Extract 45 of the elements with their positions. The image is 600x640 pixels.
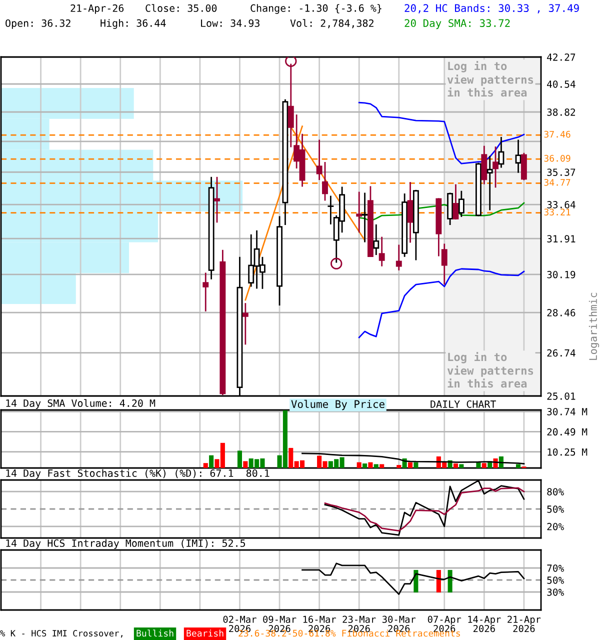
y-tick-label: 40.54 xyxy=(547,80,576,88)
annotation: Log in to view patterns in this area xyxy=(447,352,534,388)
chart-title: 14 Day HCS Intraday Momentum (IMI): 52.5 xyxy=(6,539,246,549)
y-tick-label: 38.82 xyxy=(547,108,575,116)
legend-title: % K - HCS IMI Crossover, xyxy=(0,630,122,638)
text: Vol: 2,784,382 xyxy=(290,19,374,28)
text: 20,2 HC Bands: 30.33 , 37.49 xyxy=(404,4,579,14)
y-tick-label: 80% xyxy=(547,488,564,496)
y-tick-label: 30.74 M xyxy=(547,408,588,416)
y-tick-label: 25.01 xyxy=(547,392,576,400)
text: High: 36.44 xyxy=(100,19,166,29)
ref-line-label: 36.09 xyxy=(544,154,570,162)
text: Close: 35.00 xyxy=(146,4,217,12)
x-tick-label: 21-Apr 2026 xyxy=(508,616,541,632)
y-tick-label: 50% xyxy=(547,576,564,584)
y-tick-label: 30.19 xyxy=(547,270,576,278)
y-tick-label: 28.46 xyxy=(547,309,576,316)
text: Change: -1.30 {-3.6 %} xyxy=(250,4,382,14)
y-tick-label: 50% xyxy=(547,506,564,513)
ref-line-label: 33.21 xyxy=(544,208,570,216)
text: DAILY CHART xyxy=(430,400,496,408)
text: 21-Apr-26 xyxy=(70,4,124,14)
y-tick-label: 31.91 xyxy=(547,235,576,242)
text: 20 Day SMA: 33.72 xyxy=(404,19,510,30)
y-tick-label: 33.64 xyxy=(547,201,576,208)
y-tick-label: 70% xyxy=(547,564,564,572)
chart-title: 14 Day SMA Volume: 4.20 M xyxy=(6,399,156,409)
y-tick-label: 10.25 M xyxy=(548,448,588,456)
annotation: Volume By Price xyxy=(291,400,384,410)
y-tick-label: 30% xyxy=(547,588,564,596)
text: Low: 34.93 xyxy=(201,19,260,27)
text: Bearish xyxy=(186,630,224,637)
ref-line-label: 37.46 xyxy=(544,130,570,138)
y-axis-title: Logarithmic xyxy=(588,292,600,360)
y-tick-label: 35.37 xyxy=(547,168,576,176)
text: Bullish xyxy=(136,630,174,637)
x-tick-label: 14-Apr 2026 xyxy=(468,616,501,632)
y-tick-label: 42.27 xyxy=(547,54,576,61)
ref-line-label: 34.77 xyxy=(544,178,570,186)
annotation: Log in to view patterns in this area xyxy=(447,60,534,97)
y-tick-label: 20.49 M xyxy=(547,428,588,436)
text: Open: 36.32 xyxy=(6,19,70,29)
chart-title: 14 Day Fast Stochastic (%K) (%D): 67.1 80.1 xyxy=(6,469,270,479)
y-tick-label: 20% xyxy=(547,522,564,530)
y-tick-label: 26.74 xyxy=(547,349,576,357)
